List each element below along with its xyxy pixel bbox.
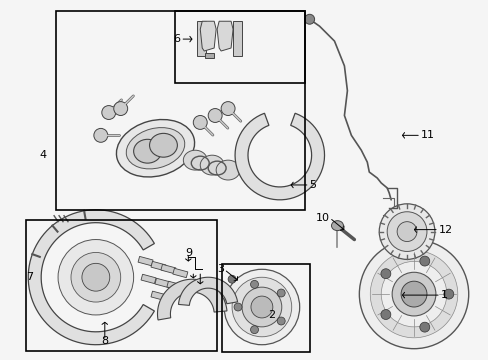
Circle shape [82, 264, 109, 291]
Bar [138, 256, 153, 266]
Circle shape [250, 326, 258, 334]
Bar [233, 21, 242, 56]
Text: 9: 9 [184, 248, 191, 258]
Bar [197, 21, 206, 56]
Circle shape [58, 239, 133, 315]
Circle shape [419, 322, 429, 332]
Circle shape [380, 310, 390, 319]
Polygon shape [205, 53, 214, 58]
Circle shape [419, 256, 429, 266]
Bar [161, 264, 176, 274]
Circle shape [277, 317, 285, 325]
Ellipse shape [102, 105, 116, 120]
Circle shape [224, 269, 299, 345]
Circle shape [359, 239, 468, 349]
Ellipse shape [183, 150, 207, 170]
Polygon shape [157, 279, 226, 320]
Ellipse shape [133, 139, 161, 163]
Text: 2: 2 [268, 310, 275, 320]
Bar [141, 274, 156, 284]
Ellipse shape [94, 129, 107, 142]
Text: 7: 7 [25, 272, 33, 282]
Bar [172, 268, 187, 278]
Ellipse shape [216, 160, 240, 180]
Text: 3: 3 [217, 264, 224, 274]
Ellipse shape [114, 102, 127, 116]
Text: 5: 5 [309, 180, 316, 190]
Text: 12: 12 [438, 225, 452, 235]
Bar [151, 261, 165, 271]
Polygon shape [235, 113, 324, 200]
Polygon shape [217, 21, 233, 51]
Circle shape [242, 287, 281, 327]
Ellipse shape [200, 155, 224, 175]
Ellipse shape [208, 109, 222, 122]
Circle shape [232, 277, 291, 337]
Ellipse shape [149, 133, 177, 157]
Circle shape [71, 252, 121, 302]
Ellipse shape [116, 120, 194, 177]
Text: 11: 11 [420, 130, 434, 140]
Circle shape [304, 14, 314, 24]
Circle shape [380, 269, 390, 279]
Text: 6: 6 [173, 34, 180, 44]
Text: 10: 10 [315, 213, 329, 223]
Bar [155, 278, 170, 288]
Circle shape [391, 272, 435, 316]
Circle shape [396, 222, 416, 242]
Circle shape [227, 275, 236, 283]
Text: 8: 8 [101, 336, 108, 346]
Ellipse shape [193, 116, 207, 129]
Circle shape [234, 303, 242, 311]
Ellipse shape [126, 127, 184, 169]
Polygon shape [200, 21, 216, 51]
Bar [166, 281, 182, 291]
Circle shape [443, 289, 453, 299]
Circle shape [400, 281, 426, 307]
Text: 4: 4 [40, 150, 47, 160]
Bar [151, 291, 165, 301]
Circle shape [381, 261, 446, 327]
Bar [222, 264, 309, 352]
Ellipse shape [331, 221, 343, 231]
Circle shape [369, 251, 457, 338]
Bar [175, 11, 304, 83]
Bar [26, 220, 217, 351]
Polygon shape [178, 277, 237, 305]
Circle shape [250, 296, 272, 318]
Ellipse shape [221, 102, 235, 116]
Circle shape [386, 212, 426, 251]
Text: 1: 1 [440, 290, 447, 300]
Polygon shape [28, 210, 154, 345]
Circle shape [379, 204, 434, 260]
Bar [56, 11, 304, 210]
Circle shape [277, 289, 285, 297]
Circle shape [250, 280, 258, 288]
